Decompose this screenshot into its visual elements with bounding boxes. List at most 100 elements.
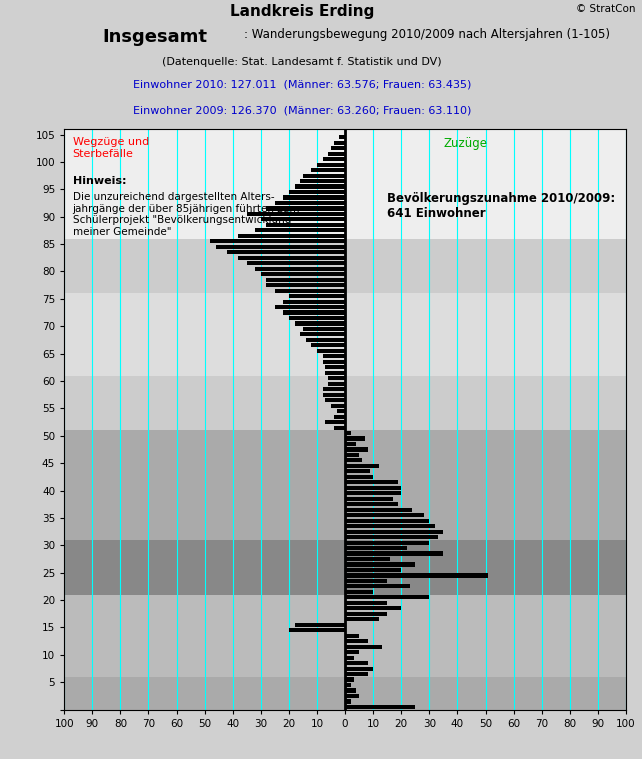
Bar [64,540,626,594]
Bar [303,327,345,331]
Bar [345,590,373,594]
Bar [328,152,345,156]
Text: Bevölkerungszunahme 2010/2009:
641 Einwohner: Bevölkerungszunahme 2010/2009: 641 Einwo… [387,192,616,220]
Bar [247,212,345,216]
Bar [345,475,373,479]
Bar [331,404,345,408]
Bar [345,458,362,462]
Text: Landkreis Erding: Landkreis Erding [230,4,374,19]
Bar [322,387,345,392]
Bar [345,508,412,512]
Bar [345,557,390,561]
Bar [322,360,345,364]
Text: (Datenquelle: Stat. Landesamt f. Statistik und DV): (Datenquelle: Stat. Landesamt f. Statist… [162,57,442,67]
Text: Zuzüge: Zuzüge [444,137,487,150]
Bar [295,321,345,326]
Bar [345,480,399,484]
Bar [345,496,393,501]
Bar [255,266,345,271]
Bar [283,196,345,200]
Bar [325,420,345,424]
Bar [345,579,387,583]
Bar [328,376,345,380]
Bar [289,190,345,194]
Bar [345,518,429,523]
Bar [289,316,345,320]
Bar [345,524,435,528]
Bar [325,398,345,402]
Bar [345,431,351,435]
Bar [275,305,345,309]
Bar [283,310,345,314]
Bar [238,256,345,260]
Bar [266,283,345,287]
Bar [345,666,373,671]
Bar [345,513,424,518]
Bar [336,409,345,413]
Bar [64,677,626,710]
Bar [266,278,345,282]
Bar [345,617,379,622]
Bar [345,639,367,643]
Bar [275,201,345,205]
Bar [64,294,626,376]
Bar [331,146,345,150]
Bar [64,430,626,540]
Bar [216,244,345,249]
Bar [345,562,415,566]
Text: Wegzüge und
Sterbefälle: Wegzüge und Sterbefälle [73,137,149,159]
Text: : Wanderungsbewegung 2010/2009 nach Altersjahren (1-105): : Wanderungsbewegung 2010/2009 nach Alte… [244,28,610,42]
Bar [334,426,345,430]
Bar [295,184,345,188]
Bar [345,469,370,474]
Bar [311,343,345,348]
Bar [303,174,345,178]
Bar [334,140,345,145]
Bar [345,694,359,698]
Text: © StratCon: © StratCon [576,4,636,14]
Bar [345,464,379,468]
Bar [345,453,359,457]
Bar [247,261,345,266]
Bar [345,601,387,605]
Bar [345,491,401,496]
Bar [345,530,444,534]
Bar [345,688,356,692]
Bar [345,656,354,660]
Bar [64,376,626,430]
Bar [345,436,365,440]
Bar [345,644,381,649]
Bar [345,672,367,676]
Text: Hinweis:: Hinweis: [73,175,126,186]
Bar [266,206,345,210]
Bar [317,349,345,353]
Bar [345,535,438,539]
Bar [345,447,367,452]
Bar [210,239,345,244]
Bar [345,568,401,572]
Bar [322,392,345,397]
Bar [345,573,489,578]
Bar [306,338,345,342]
Bar [275,288,345,293]
Bar [283,300,345,304]
Bar [345,540,429,545]
Bar [317,162,345,167]
Bar [345,584,410,588]
Bar [289,628,345,632]
Text: Die unzureichend dargestellten Alters-
jahrgänge der über 85jährigen führten zum: Die unzureichend dargestellten Alters- j… [73,192,300,237]
Bar [300,332,345,336]
Bar [255,228,345,232]
Bar [345,612,387,616]
Bar [261,217,345,222]
Bar [345,678,354,682]
Bar [325,370,345,375]
Text: Einwohner 2010: 127.011  (Männer: 63.576; Frauen: 63.435): Einwohner 2010: 127.011 (Männer: 63.576;… [132,80,471,90]
Bar [322,354,345,358]
Bar [64,238,626,294]
Bar [64,129,626,238]
Text: Insgesamt: Insgesamt [103,28,208,46]
Bar [64,594,626,677]
Bar [322,157,345,161]
Bar [345,634,359,638]
